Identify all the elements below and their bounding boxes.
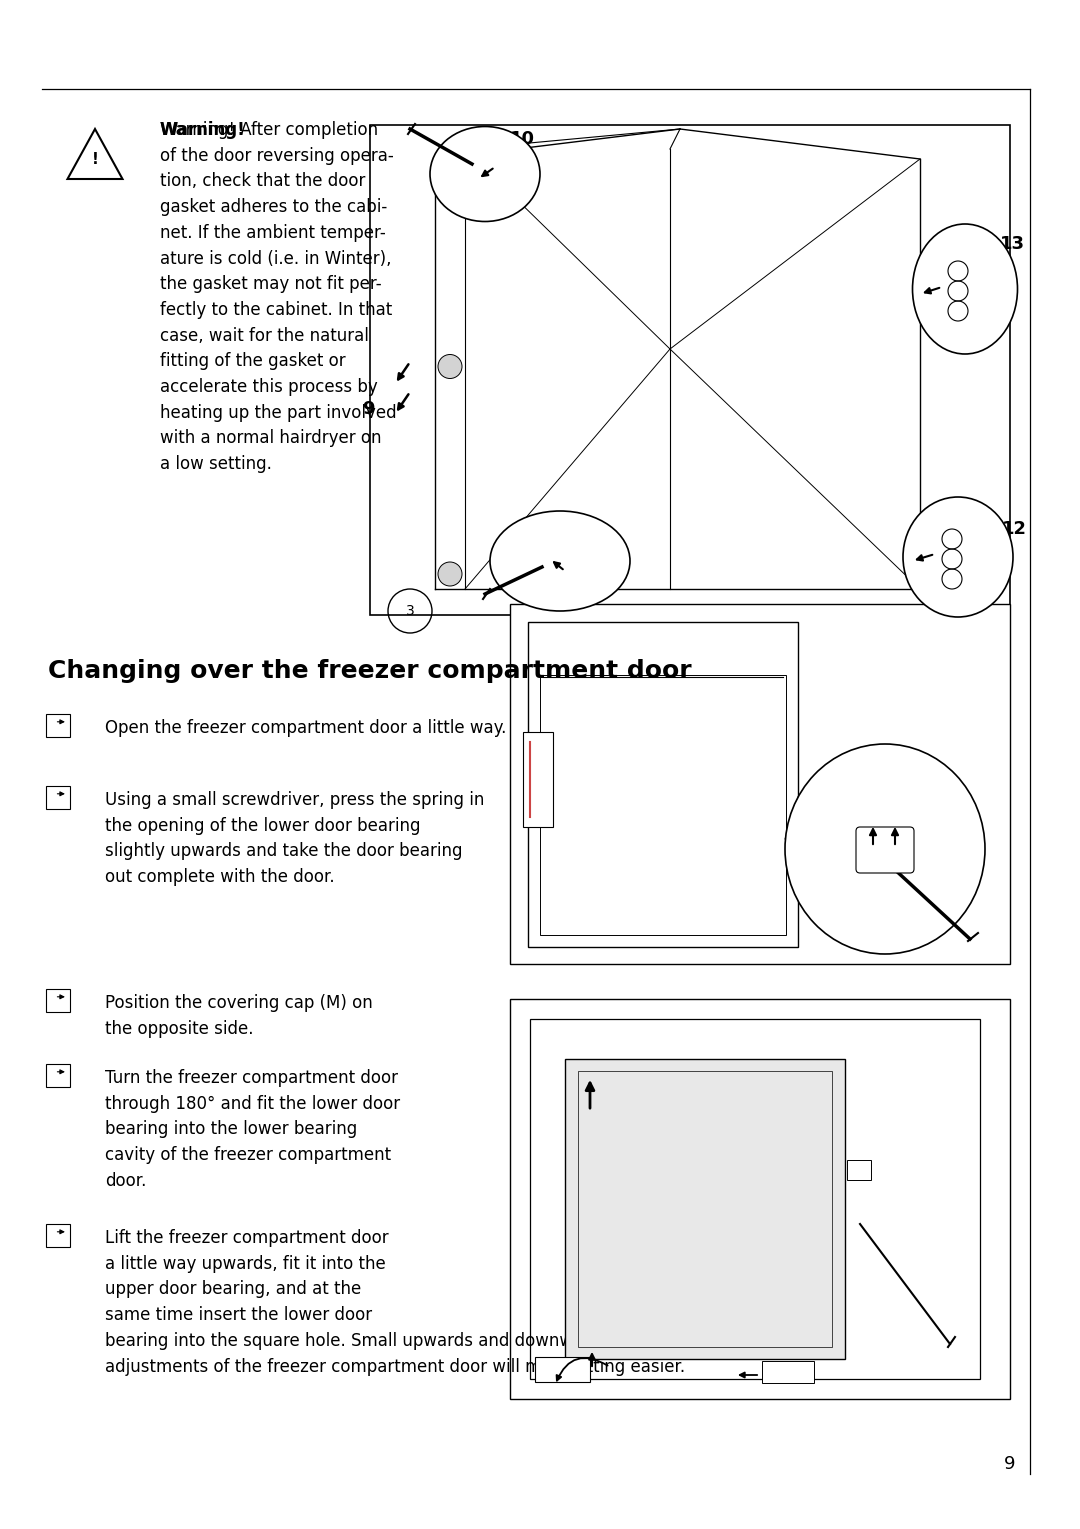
FancyBboxPatch shape [510, 998, 1010, 1399]
Ellipse shape [490, 511, 630, 612]
FancyBboxPatch shape [46, 786, 70, 809]
Text: 9: 9 [363, 401, 375, 417]
Text: 11: 11 [588, 578, 613, 596]
Text: Open the freezer compartment door a little way.: Open the freezer compartment door a litt… [105, 719, 507, 737]
Text: M: M [782, 1367, 798, 1385]
Text: 13: 13 [1000, 235, 1025, 252]
Circle shape [438, 563, 462, 586]
FancyBboxPatch shape [46, 989, 70, 1012]
Text: 3: 3 [406, 604, 415, 618]
Text: Warning!: Warning! [160, 121, 246, 139]
FancyBboxPatch shape [523, 732, 553, 827]
Ellipse shape [913, 225, 1017, 355]
Circle shape [438, 355, 462, 379]
Text: 9: 9 [1004, 1456, 1016, 1472]
FancyBboxPatch shape [370, 125, 1010, 615]
FancyBboxPatch shape [847, 1161, 870, 1180]
Text: Changing over the freezer compartment door: Changing over the freezer compartment do… [48, 659, 691, 683]
Text: Using a small screwdriver, press the spring in
the opening of the lower door bea: Using a small screwdriver, press the spr… [105, 790, 484, 887]
Text: 10: 10 [510, 130, 535, 148]
FancyBboxPatch shape [46, 714, 70, 737]
Text: Position the covering cap (M) on
the opposite side.: Position the covering cap (M) on the opp… [105, 994, 373, 1038]
Ellipse shape [430, 127, 540, 222]
FancyBboxPatch shape [762, 1361, 814, 1384]
Text: Lift the freezer compartment door
a little way upwards, fit it into the
upper do: Lift the freezer compartment door a litt… [105, 1229, 685, 1376]
FancyBboxPatch shape [856, 827, 914, 873]
Text: Warning! After completion
of the door reversing opera-
tion, check that the door: Warning! After completion of the door re… [160, 121, 396, 472]
Text: 12: 12 [1002, 520, 1027, 538]
Text: !: ! [92, 151, 98, 167]
FancyBboxPatch shape [535, 1358, 590, 1382]
Text: Turn the freezer compartment door
through 180° and fit the lower door
bearing in: Turn the freezer compartment door throug… [105, 1069, 400, 1190]
FancyBboxPatch shape [46, 1225, 70, 1248]
FancyBboxPatch shape [565, 1060, 845, 1359]
Circle shape [438, 147, 462, 171]
FancyBboxPatch shape [510, 604, 1010, 963]
Ellipse shape [785, 745, 985, 954]
Ellipse shape [903, 497, 1013, 618]
FancyBboxPatch shape [46, 1064, 70, 1087]
